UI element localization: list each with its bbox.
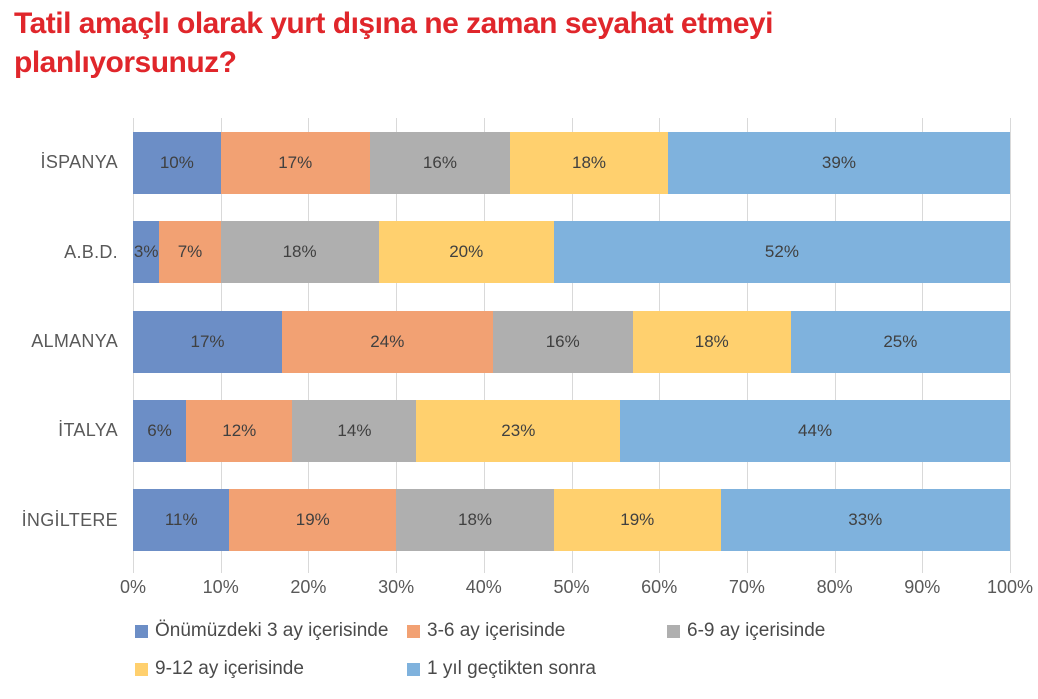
legend-swatch-icon [135,624,148,638]
legend-label: 3-6 ay içerisinde [427,620,566,641]
bar-segment: 14% [292,399,417,462]
bar-segment: 44% [620,399,1010,462]
bar-segment: 52% [553,221,1010,284]
category-label: İTALYA [58,420,118,441]
bar-segment: 33% [720,489,1010,552]
value-axis: 0% 10% 20% 30% 40% 50% 60% 70% 80% 90% 100% [120,577,1033,601]
legend-item: 6-9 ay içerisinde [667,620,825,642]
x-tick-label: 60% [641,577,678,597]
x-tick-label: 30% [378,577,415,597]
category-label: ALMANYA [31,331,118,352]
bar-segment: 18% [220,221,379,284]
bar-segment: 16% [492,310,633,373]
legend-swatch-icon [407,662,420,676]
data-label: 10% [159,152,194,172]
bar-segment: 16% [369,131,511,194]
legend-label: 9-12 ay içerisinde [155,658,304,679]
bar-rows: 10% 17% 16% 18% 39% 3% 7% 18% 20% 52% 17% 24% 16% 18%… [133,118,1010,565]
gridline [1010,118,1011,573]
bar-segment: 18% [632,310,791,373]
x-tick-label: 0% [119,577,147,597]
category-label: A.B.D. [64,241,118,262]
bar-segment: 19% [229,489,397,552]
bar-segment: 17% [133,310,283,373]
bar-segment: 6% [133,399,187,462]
category-label: İSPANYA [40,152,118,173]
data-label: 25% [883,331,918,351]
data-label: 6% [147,420,172,440]
data-label: 33% [848,510,883,530]
data-label: 23% [501,420,536,440]
data-label: 17% [190,331,225,351]
stacked-bar: 3% 7% 18% 20% 52% [133,221,1010,284]
bar-segment: 39% [667,131,1010,194]
data-label: 16% [545,331,580,351]
stacked-bar: 17% 24% 16% 18% 25% [133,310,1010,373]
bar-segment: 18% [396,489,554,552]
chart-title: Tatil amaçlı olarak yurt dışına ne zaman… [14,7,773,79]
data-label: 3% [133,242,159,262]
data-label: 16% [422,152,457,172]
data-label: 18% [571,152,607,172]
data-label: 7% [177,242,203,262]
legend: Önümüzdeki 3 ay içerisinde 3-6 ay içerisi… [135,620,825,680]
legend-label: Önümüzdeki 3 ay içerisinde [155,620,389,641]
bar-row: 17% 24% 16% 18% 25% [133,297,1010,386]
bar-segment: 12% [186,399,293,462]
legend-item: 1 yıl geçtikten sonra [407,658,667,680]
data-label: 19% [295,510,330,530]
chart-area: 10% 17% 16% 18% 39% 3% 7% 18% 20% 52% 17% 24% 16% 18%… [0,112,1038,699]
data-label: 39% [821,152,856,172]
stacked-bar: 6% 12% 14% 23% 44% [133,399,1010,462]
x-tick-label: 10% [202,577,239,597]
legend-item: Önümüzdeki 3 ay içerisinde [135,620,407,642]
bar-segment: 25% [790,310,1010,373]
x-tick-label: 90% [904,577,941,597]
data-label: 52% [764,242,799,262]
x-tick-label: 20% [290,577,327,597]
legend-item: 3-6 ay içerisinde [407,620,667,642]
x-tick-label: 70% [728,577,765,597]
data-label: 17% [278,152,313,172]
bar-segment: 17% [220,131,370,194]
stacked-bar: 11% 19% 18% 19% 33% [133,489,1010,552]
bar-row: 10% 17% 16% 18% 39% [133,118,1010,207]
bar-segment: 18% [510,131,668,194]
bar-segment: 19% [553,489,721,552]
plot-area: 10% 17% 16% 18% 39% 3% 7% 18% 20% 52% 17% 24% 16% 18%… [133,118,1011,573]
data-label: 18% [694,331,729,351]
legend-swatch-icon [667,624,680,638]
bar-row: 3% 7% 18% 20% 52% [133,207,1010,296]
legend-item: 9-12 ay içerisinde [135,658,407,680]
data-label: 11% [164,510,198,530]
legend-swatch-icon [135,662,148,676]
data-label: 12% [222,420,257,440]
data-label: 24% [370,331,405,351]
category-axis: İSPANYA A.B.D. ALMANYA İTALYA İNGİLTERE [0,118,118,565]
bar-segment: 11% [133,489,230,552]
data-label: 20% [449,242,484,262]
bar-segment: 10% [133,131,221,194]
category-label: İNGİLTERE [21,509,118,530]
legend-swatch-icon [407,624,420,638]
data-label: 44% [798,420,833,440]
stacked-bar: 10% 17% 16% 18% 39% [133,131,1010,194]
bar-row: 11% 19% 18% 19% 33% [133,476,1010,565]
data-label: 18% [282,242,317,262]
bar-segment: 24% [282,310,493,373]
bar-segment: 3% [133,221,160,284]
x-tick-label: 40% [465,577,502,597]
data-label: 14% [337,420,372,440]
legend-label: 6-9 ay içerisinde [687,620,826,641]
legend-label: 1 yıl geçtikten sonra [427,658,596,679]
x-tick-label: 50% [553,577,590,597]
x-tick-label: 80% [816,577,853,597]
bar-row: 6% 12% 14% 23% 44% [133,386,1010,475]
bar-segment: 7% [159,221,221,284]
data-label: 19% [620,510,655,530]
bar-segment: 23% [416,399,621,462]
data-label: 18% [458,510,493,530]
bar-segment: 20% [378,221,554,284]
x-tick-label: 100% [986,577,1034,597]
